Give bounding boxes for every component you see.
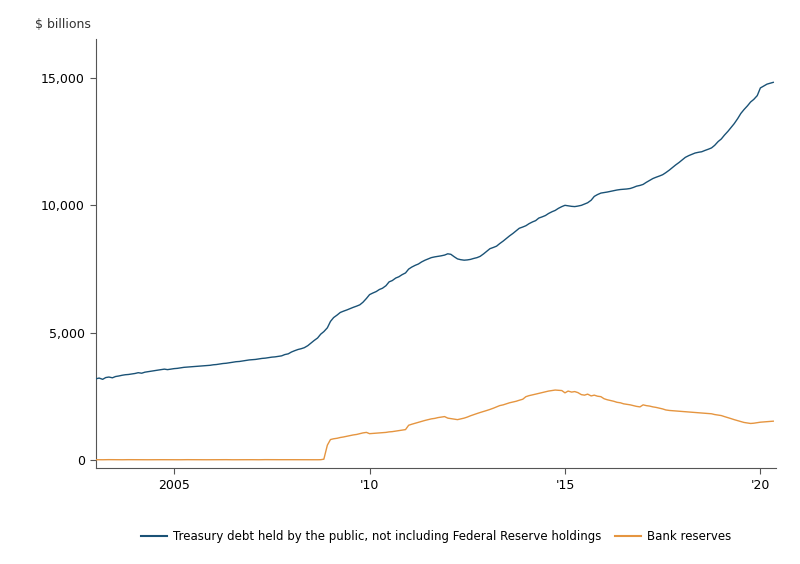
- Text: $ billions: $ billions: [35, 18, 90, 31]
- Legend: Treasury debt held by the public, not including Federal Reserve holdings, Bank r: Treasury debt held by the public, not in…: [136, 526, 736, 548]
